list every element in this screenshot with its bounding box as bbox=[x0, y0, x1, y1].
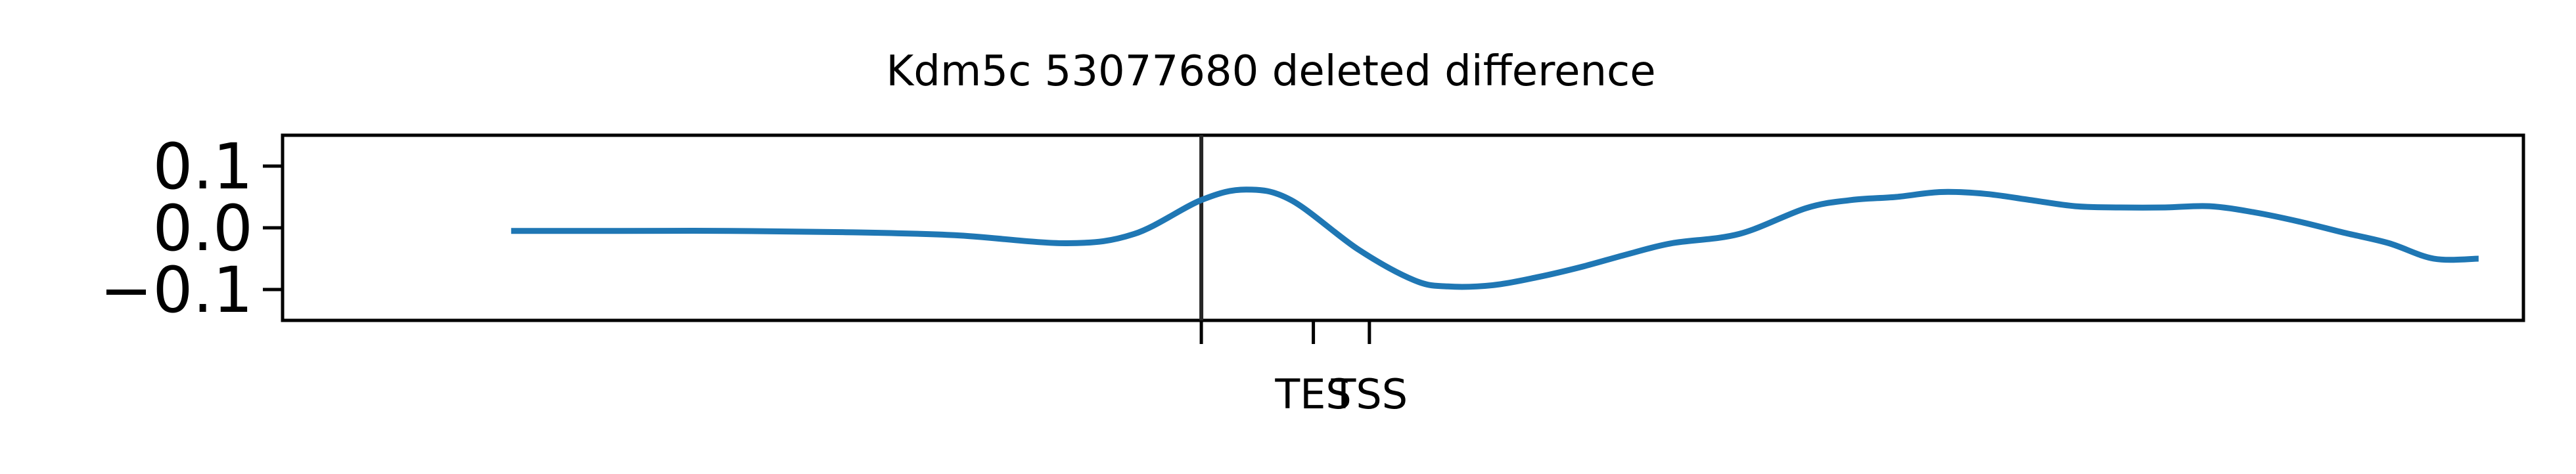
x-tick-label: TSS bbox=[1331, 370, 1408, 418]
plot-frame bbox=[281, 133, 2525, 322]
series-group bbox=[511, 186, 2479, 290]
y-tick-label: −0.1 bbox=[100, 253, 253, 327]
y-axis-ticks: 0.10.0−0.1 bbox=[100, 130, 283, 327]
chart-title: Kdm5c 53077680 deleted difference bbox=[886, 47, 1655, 96]
y-tick-label: 0.1 bbox=[152, 130, 253, 204]
y-tick-label: 0.0 bbox=[152, 192, 253, 265]
x-tick-label: TES bbox=[1274, 370, 1351, 418]
series-line bbox=[511, 186, 2479, 290]
